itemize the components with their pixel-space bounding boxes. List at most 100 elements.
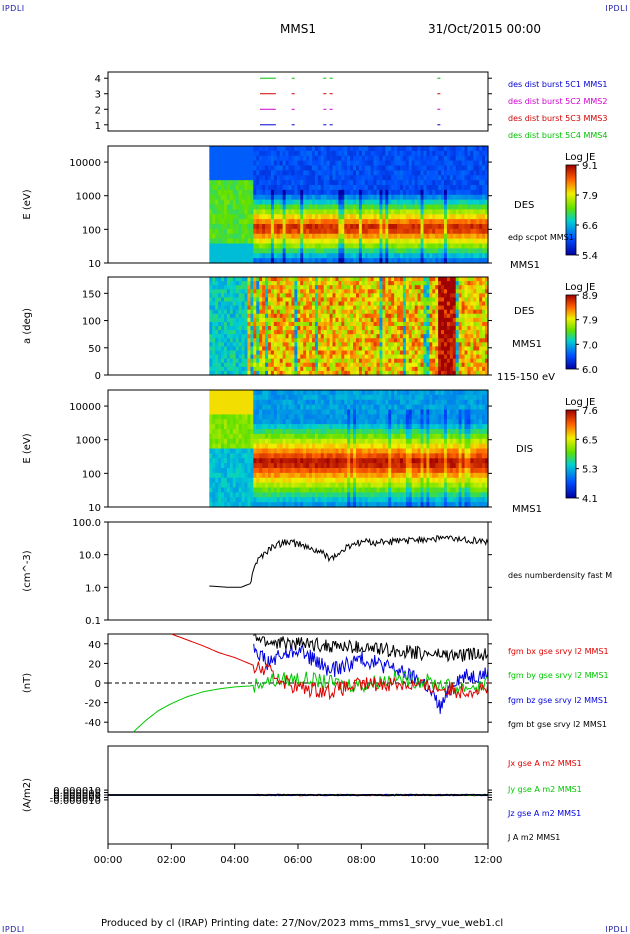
- heatmap-cell: [326, 233, 331, 240]
- heatmap-cell: [350, 321, 354, 327]
- heatmap-cell: [388, 204, 392, 210]
- heatmap-cell: [332, 366, 337, 372]
- heatmap-cell: [467, 334, 471, 339]
- heatmap-cell: [452, 358, 457, 364]
- heatmap-cell: [426, 346, 430, 352]
- heatmap-cell: [435, 305, 439, 311]
- heatmap-cell: [402, 185, 407, 191]
- heatmap-cell: [485, 243, 489, 249]
- heatmap-cell: [256, 342, 260, 348]
- heatmap-cell: [215, 313, 219, 319]
- heatmap-cell: [446, 305, 451, 311]
- heatmap-cell: [376, 321, 381, 327]
- heatmap-cell: [270, 313, 275, 319]
- heatmap-cell: [402, 350, 407, 356]
- heatmap-cell: [464, 301, 469, 307]
- heatmap-cell: [224, 458, 228, 464]
- heatmap-cell: [455, 338, 460, 343]
- heatmap-cell: [288, 146, 293, 152]
- heatmap-cell: [446, 342, 451, 348]
- heatmap-cell: [385, 354, 389, 360]
- heatmap-cell: [358, 346, 363, 352]
- heatmap-cell: [408, 165, 413, 171]
- heatmap-cell: [303, 350, 307, 356]
- heatmap-cell: [226, 468, 231, 474]
- heatmap-cell: [262, 228, 266, 235]
- heatmap-cell: [353, 219, 357, 225]
- heatmap-cell: [332, 277, 337, 282]
- heatmap-cell: [326, 277, 331, 282]
- heatmap-cell: [256, 209, 260, 215]
- heatmap-cell: [238, 438, 243, 445]
- heatmap-cell: [464, 334, 469, 339]
- heatmap-cell: [244, 429, 249, 435]
- heatmap-cell: [288, 309, 293, 315]
- heatmap-cell: [256, 204, 260, 210]
- heatmap-cell: [226, 146, 231, 152]
- heatmap-cell: [300, 199, 304, 206]
- heatmap-cell: [253, 243, 257, 249]
- heatmap-cell: [229, 492, 234, 498]
- heatmap-cell: [215, 281, 219, 286]
- heatmap-cell: [391, 366, 395, 372]
- heatmap-cell: [291, 354, 295, 360]
- heatmap-cell: [446, 219, 451, 225]
- heatmap-cell: [335, 289, 339, 294]
- heatmap-cell: [429, 338, 433, 343]
- heatmap-cell: [341, 289, 345, 294]
- heatmap-cell: [265, 309, 269, 315]
- heatmap-cell: [449, 326, 454, 331]
- heatmap-cell: [279, 277, 284, 282]
- heatmap-cell: [224, 482, 228, 489]
- heatmap-cell: [224, 366, 228, 372]
- heatmap-cell: [288, 189, 293, 196]
- heatmap-cell: [241, 326, 246, 331]
- heatmap-cell: [341, 285, 345, 290]
- heatmap-cell: [379, 165, 383, 171]
- heatmap-cell: [391, 293, 395, 299]
- heatmap-cell: [235, 458, 240, 464]
- heatmap-cell: [212, 214, 216, 220]
- heatmap-cell: [215, 443, 219, 450]
- heatmap-cell: [388, 370, 392, 376]
- heatmap-cell: [224, 330, 228, 335]
- heatmap-cell: [426, 146, 430, 152]
- heatmap-cell: [300, 370, 304, 376]
- heatmap-cell: [259, 297, 263, 303]
- heatmap-cell: [218, 146, 222, 152]
- heatmap-cell: [426, 366, 430, 372]
- heatmap-cell: [441, 305, 445, 311]
- heatmap-cell: [232, 472, 237, 479]
- heatmap-cell: [473, 238, 477, 245]
- heatmap-cell: [444, 185, 448, 191]
- heatmap-cell: [309, 346, 313, 352]
- heatmap-cell: [376, 238, 381, 245]
- heatmap-cell: [279, 321, 284, 327]
- heatmap-cell: [265, 354, 269, 360]
- heatmap-cell: [215, 248, 219, 254]
- heatmap-cell: [455, 317, 460, 323]
- heatmap-cell: [400, 160, 404, 167]
- heatmap-cell: [262, 189, 266, 196]
- heatmap-cell: [235, 228, 240, 235]
- heatmap-cell: [476, 170, 480, 176]
- heatmap-cell: [344, 253, 348, 259]
- heatmap-cell: [291, 358, 295, 364]
- heatmap-cell: [479, 346, 483, 352]
- heatmap-cell: [235, 330, 240, 335]
- heatmap-cell: [215, 289, 219, 294]
- heatmap-cell: [209, 301, 213, 307]
- heatmap-cell: [405, 150, 410, 157]
- heatmap-cell: [376, 146, 381, 152]
- heatmap-cell: [282, 330, 287, 335]
- heatmap-cell: [314, 350, 319, 356]
- heatmap-cell: [226, 160, 231, 167]
- heatmap-cell: [385, 175, 389, 181]
- heatmap-cell: [314, 150, 319, 157]
- heatmap-cell: [405, 170, 410, 176]
- heatmap-cell: [432, 165, 436, 171]
- heatmap-cell: [326, 165, 331, 171]
- heatmap-cell: [309, 189, 313, 196]
- heatmap-cell: [358, 189, 363, 196]
- heatmap-cell: [394, 277, 398, 282]
